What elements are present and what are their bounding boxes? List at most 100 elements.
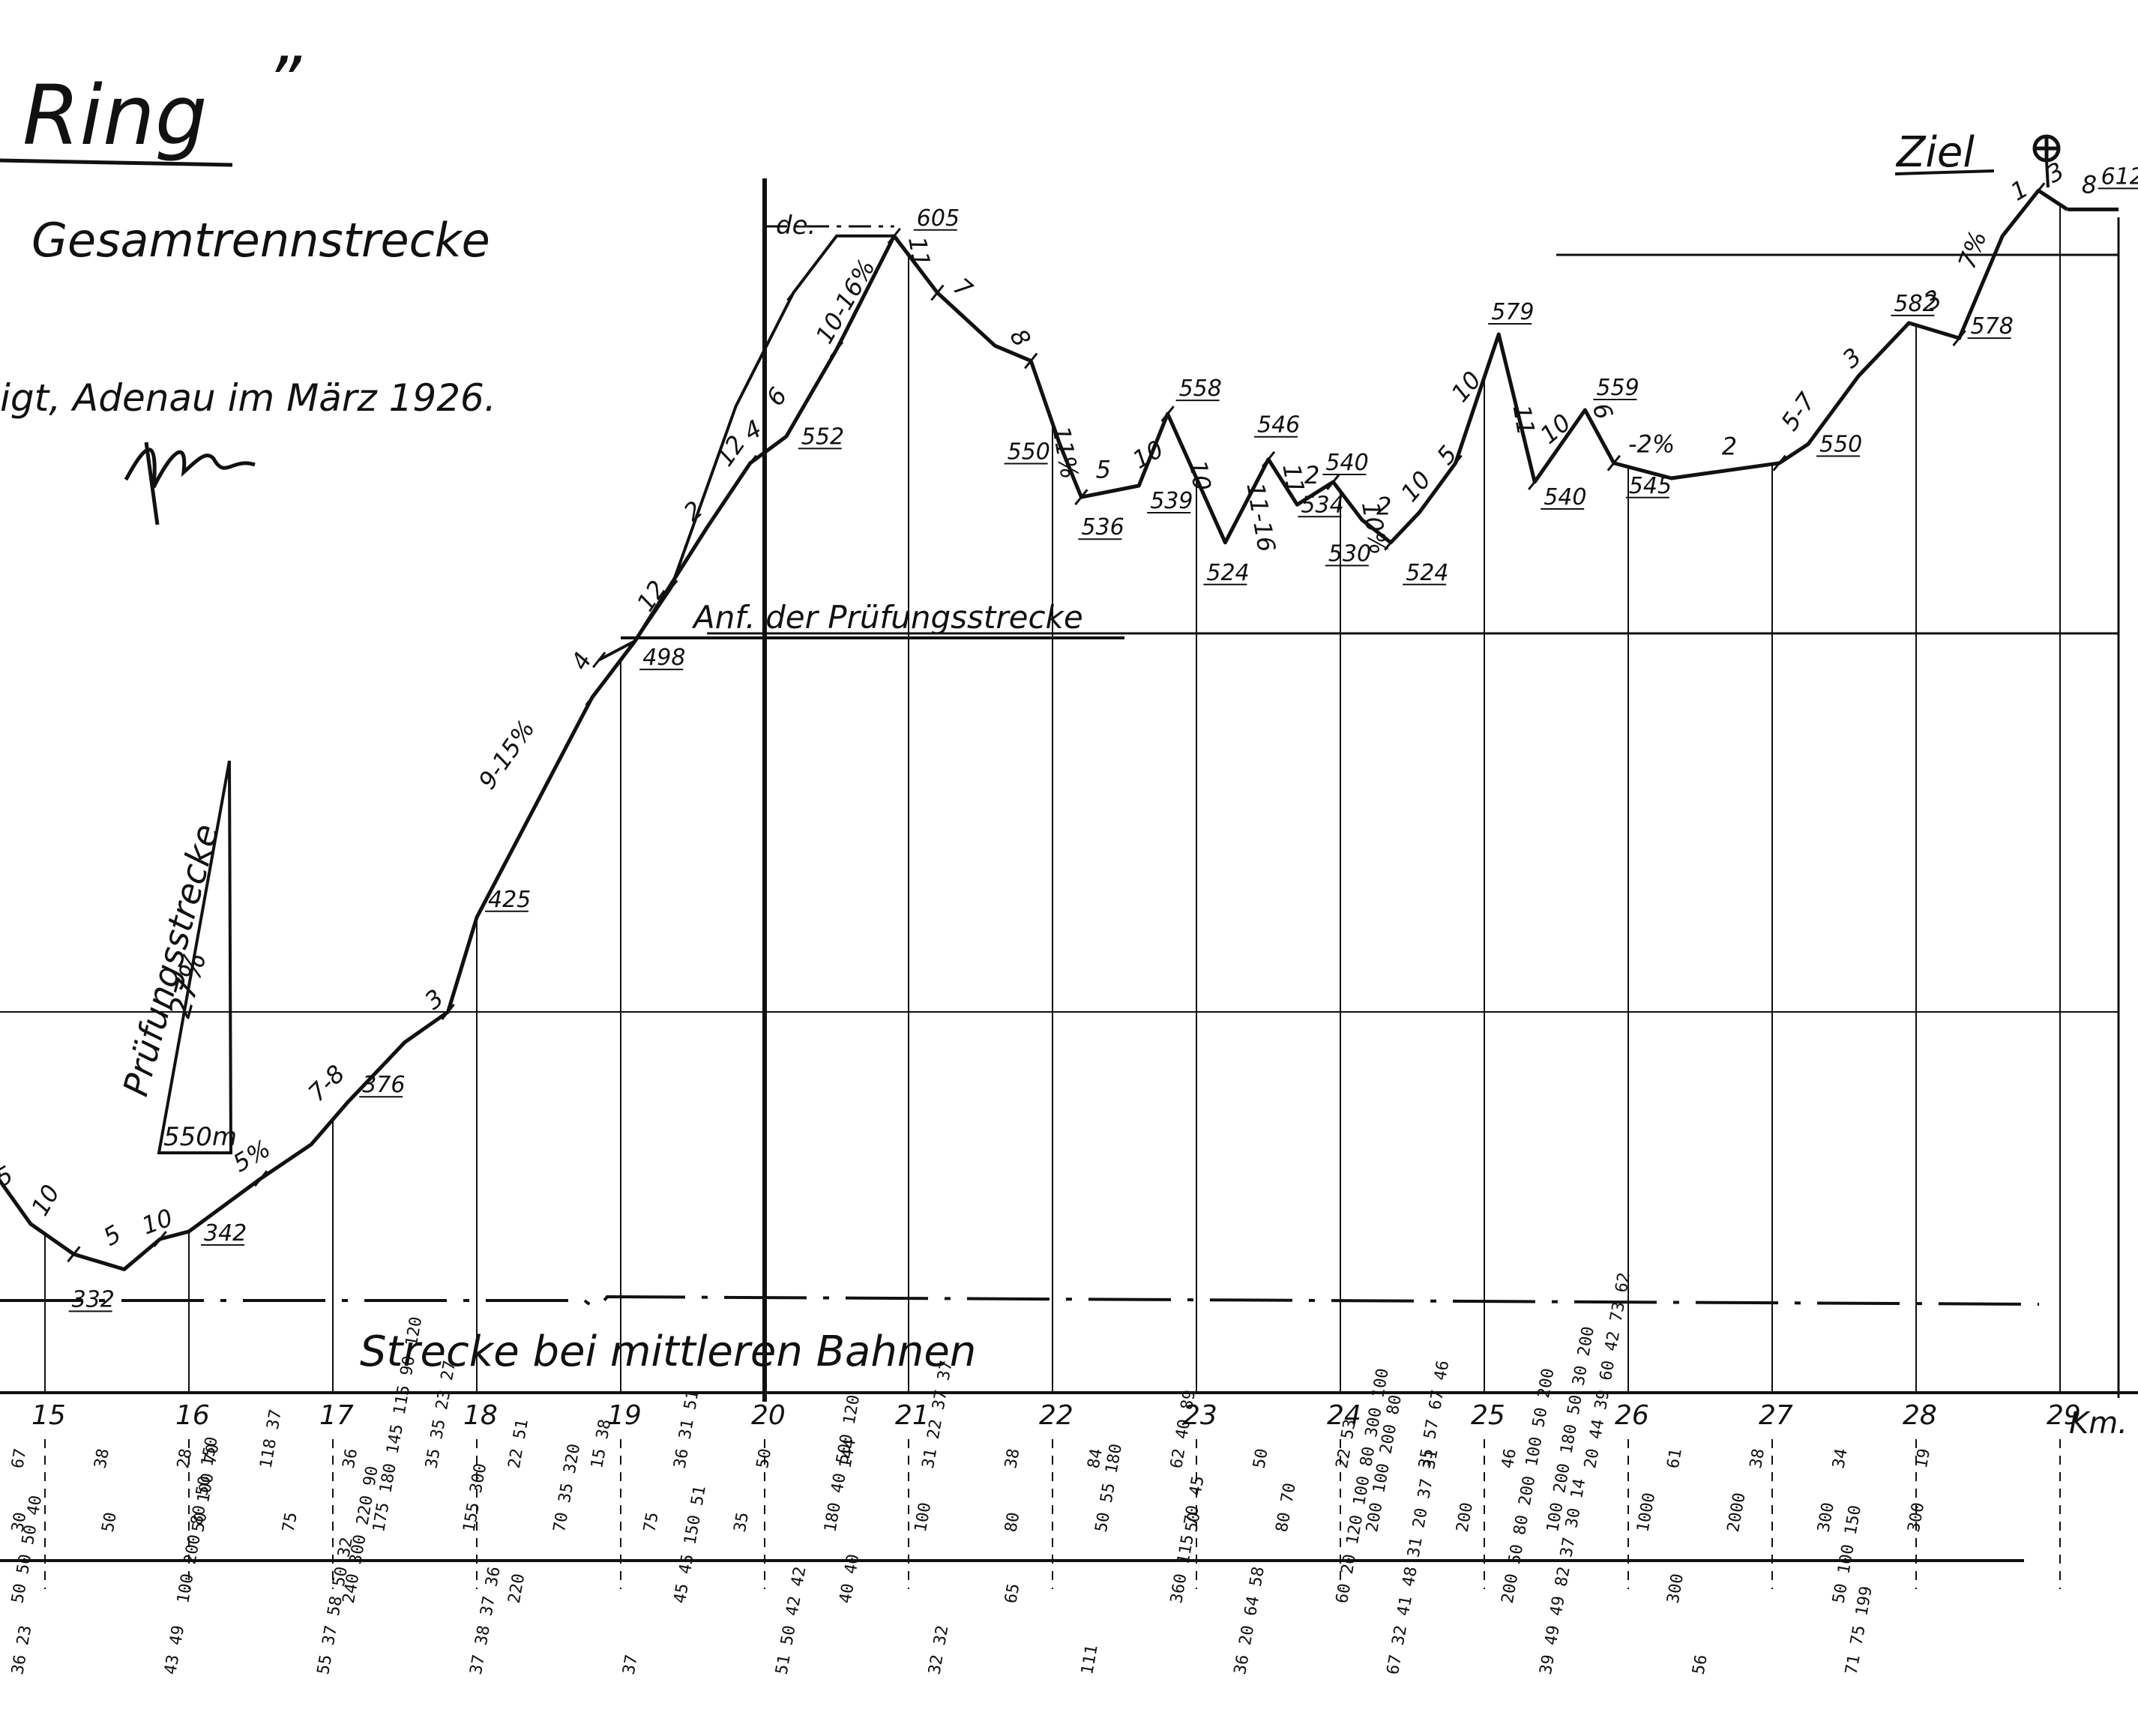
x-tick-label: 23 <box>1183 1400 1217 1431</box>
chart-subtitle: Gesamtrennstrecke <box>31 213 490 268</box>
table-value: 300 <box>1664 1573 1688 1605</box>
spot-height-label: 605 <box>917 205 960 232</box>
table-value: 22 51 <box>505 1417 532 1470</box>
spot-height-label: 612 <box>2101 163 2138 190</box>
table-value: 36 20 64 58 <box>1231 1565 1268 1676</box>
triangle-base: 550m <box>163 1122 237 1152</box>
table-value: 155 300 <box>460 1462 491 1534</box>
grade-label: 3 <box>419 983 449 1015</box>
grade-change-tick <box>1160 406 1175 423</box>
table-value: 300 <box>1814 1501 1838 1534</box>
table-value: 36 23 <box>8 1624 35 1676</box>
grade-label: 2 <box>1376 492 1391 521</box>
grade-label: 11 <box>903 235 936 270</box>
grade-change-tick <box>1384 534 1398 551</box>
table-layer: 67 38 28 118 37 36 35 35 23 27 22 51 15 38 36 31… <box>0 1271 2061 1676</box>
grade-label: 8 <box>1004 324 1036 352</box>
x-tick-label: 20 <box>751 1400 786 1431</box>
spot-height-label: 558 <box>1179 376 1222 402</box>
table-value: 50 <box>1250 1447 1272 1470</box>
grade-label: 10 <box>1445 366 1487 408</box>
grade-change-tick <box>664 579 678 597</box>
grade-label: 5 <box>1096 455 1111 483</box>
grade-label: 10 <box>25 1180 65 1220</box>
grade-change-tick <box>1074 489 1088 506</box>
grade-label: 2 <box>1722 433 1737 461</box>
series-line-2 <box>598 234 894 662</box>
grade-change-tick <box>1261 450 1276 468</box>
table-value: 75 <box>640 1511 662 1534</box>
table-value: 75 <box>280 1511 301 1534</box>
table-value: 34 <box>1829 1447 1851 1470</box>
table-value: 70 35 320 <box>550 1442 584 1534</box>
table-value: 180 40 500 120 <box>821 1393 864 1534</box>
curve-layer <box>0 182 2119 1271</box>
table-value: 200 <box>1454 1501 1478 1534</box>
spot-height-label: 534 <box>1301 492 1343 518</box>
grade-change-tick <box>930 284 945 301</box>
spot-height-label: 540 <box>1544 484 1586 510</box>
label-layer: 3323423764254985526055505365395585245465… <box>0 157 2138 1312</box>
table-value: 37 <box>620 1654 642 1676</box>
spot-height-label: 578 <box>1971 313 2014 340</box>
table-value: 38 <box>1002 1447 1023 1470</box>
grade-label: 10 <box>1184 458 1217 493</box>
table-value: 30 <box>8 1511 30 1534</box>
x-tick-label: 22 <box>1039 1400 1073 1431</box>
table-value: 38 <box>91 1447 113 1470</box>
grade-change-tick <box>1772 454 1786 471</box>
signature-line: igt, Adenau im März 1926. <box>0 376 496 420</box>
km-unit-label: Km. <box>2069 1406 2128 1441</box>
table-value: 50 <box>99 1511 121 1534</box>
grade-label: 5 <box>1431 440 1463 470</box>
x-tick-label: 21 <box>895 1400 930 1431</box>
grade-change-tick <box>829 341 844 358</box>
table-value: 111 <box>1078 1644 1102 1676</box>
table-value: 36 31 51 <box>671 1388 703 1470</box>
grade-label: 11 <box>1277 462 1310 497</box>
pruefungsstrecke-start-label: Anf. der Prüfungsstrecke <box>691 599 1083 636</box>
spot-height-label: 498 <box>642 645 685 671</box>
table-value: 80 70 <box>1273 1481 1300 1534</box>
x-tick-label: 17 <box>319 1400 354 1431</box>
spot-height-label: 376 <box>362 1072 405 1098</box>
spot-height-label: 540 <box>1325 450 1368 476</box>
grade-label: 11 <box>1508 403 1541 438</box>
table-value: 100 <box>912 1501 936 1534</box>
grade-change-tick <box>441 1004 455 1020</box>
x-tick-label: 27 <box>1759 1400 1793 1431</box>
table-value: 15 38 <box>588 1417 615 1470</box>
x-tick-label: 26 <box>1615 1400 1649 1431</box>
spot-height-label: 559 <box>1596 375 1639 401</box>
x-tick-label: 19 <box>607 1400 642 1431</box>
spot-height-label: 536 <box>1081 514 1124 540</box>
table-value: 46 <box>1499 1447 1520 1470</box>
grade-label: 6 <box>1586 399 1618 423</box>
grade-label: 7 <box>948 272 978 304</box>
grade-change-tick <box>153 1231 167 1247</box>
table-value: 80 <box>1002 1511 1023 1534</box>
grade-change-tick <box>340 1094 355 1112</box>
grade-label: 3 <box>2041 157 2069 189</box>
grade-change-tick <box>887 227 901 244</box>
x-tick-label: 25 <box>1471 1400 1505 1431</box>
spot-height-label: 425 <box>488 887 531 913</box>
table-value: 2000 <box>1724 1492 1750 1534</box>
table-value: 37 38 37 36 <box>467 1565 505 1676</box>
finish-flag-icon <box>2032 134 2061 188</box>
table-value: 28 <box>174 1447 196 1470</box>
table-value: 50 50 50 40 <box>8 1494 46 1605</box>
x-tick-label: 28 <box>1903 1400 1937 1431</box>
table-value: 61 <box>1664 1447 1686 1470</box>
grade-label: 4 <box>565 648 597 675</box>
table-value: 118 37 <box>257 1408 286 1470</box>
grade-change-tick <box>1606 454 1621 471</box>
spot-height-label: 582 <box>1894 291 1936 317</box>
axis-layer: 3004005006001516171819202122232425262728… <box>0 1391 2138 1431</box>
spot-height-label: 342 <box>204 1220 247 1247</box>
grade-label: 10 <box>1535 408 1577 449</box>
mittel-line-label: Strecke bei mittleren Bahnen <box>360 1327 976 1376</box>
spot-height-label: 550 <box>1819 432 1862 458</box>
table-value: 84 <box>1085 1447 1106 1470</box>
